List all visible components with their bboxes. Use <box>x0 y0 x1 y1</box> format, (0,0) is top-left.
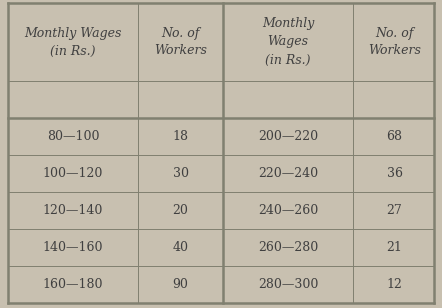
Text: 80—100: 80—100 <box>47 130 99 143</box>
Text: 90: 90 <box>172 278 188 291</box>
Text: 160—180: 160—180 <box>43 278 103 291</box>
Text: Monthly
Wages
(in Rs.): Monthly Wages (in Rs.) <box>262 18 314 67</box>
Text: 68: 68 <box>386 130 403 143</box>
Text: 280—300: 280—300 <box>258 278 318 291</box>
Text: 260—280: 260—280 <box>258 241 318 254</box>
Text: 120—140: 120—140 <box>43 204 103 217</box>
Text: Monthly Wages
(in Rs.): Monthly Wages (in Rs.) <box>24 26 122 58</box>
Text: 100—120: 100—120 <box>43 167 103 180</box>
Text: 18: 18 <box>172 130 188 143</box>
Text: 240—260: 240—260 <box>258 204 318 217</box>
Text: 140—160: 140—160 <box>43 241 103 254</box>
Text: No. of
Workers: No. of Workers <box>368 26 421 58</box>
Text: 200—220: 200—220 <box>258 130 318 143</box>
Text: 220—240: 220—240 <box>258 167 318 180</box>
Text: 40: 40 <box>172 241 188 254</box>
Text: 27: 27 <box>387 204 402 217</box>
Text: 36: 36 <box>386 167 403 180</box>
Text: 12: 12 <box>387 278 402 291</box>
Text: 30: 30 <box>172 167 188 180</box>
Text: 21: 21 <box>387 241 402 254</box>
Text: 20: 20 <box>172 204 188 217</box>
Text: No. of
Workers: No. of Workers <box>154 26 207 58</box>
